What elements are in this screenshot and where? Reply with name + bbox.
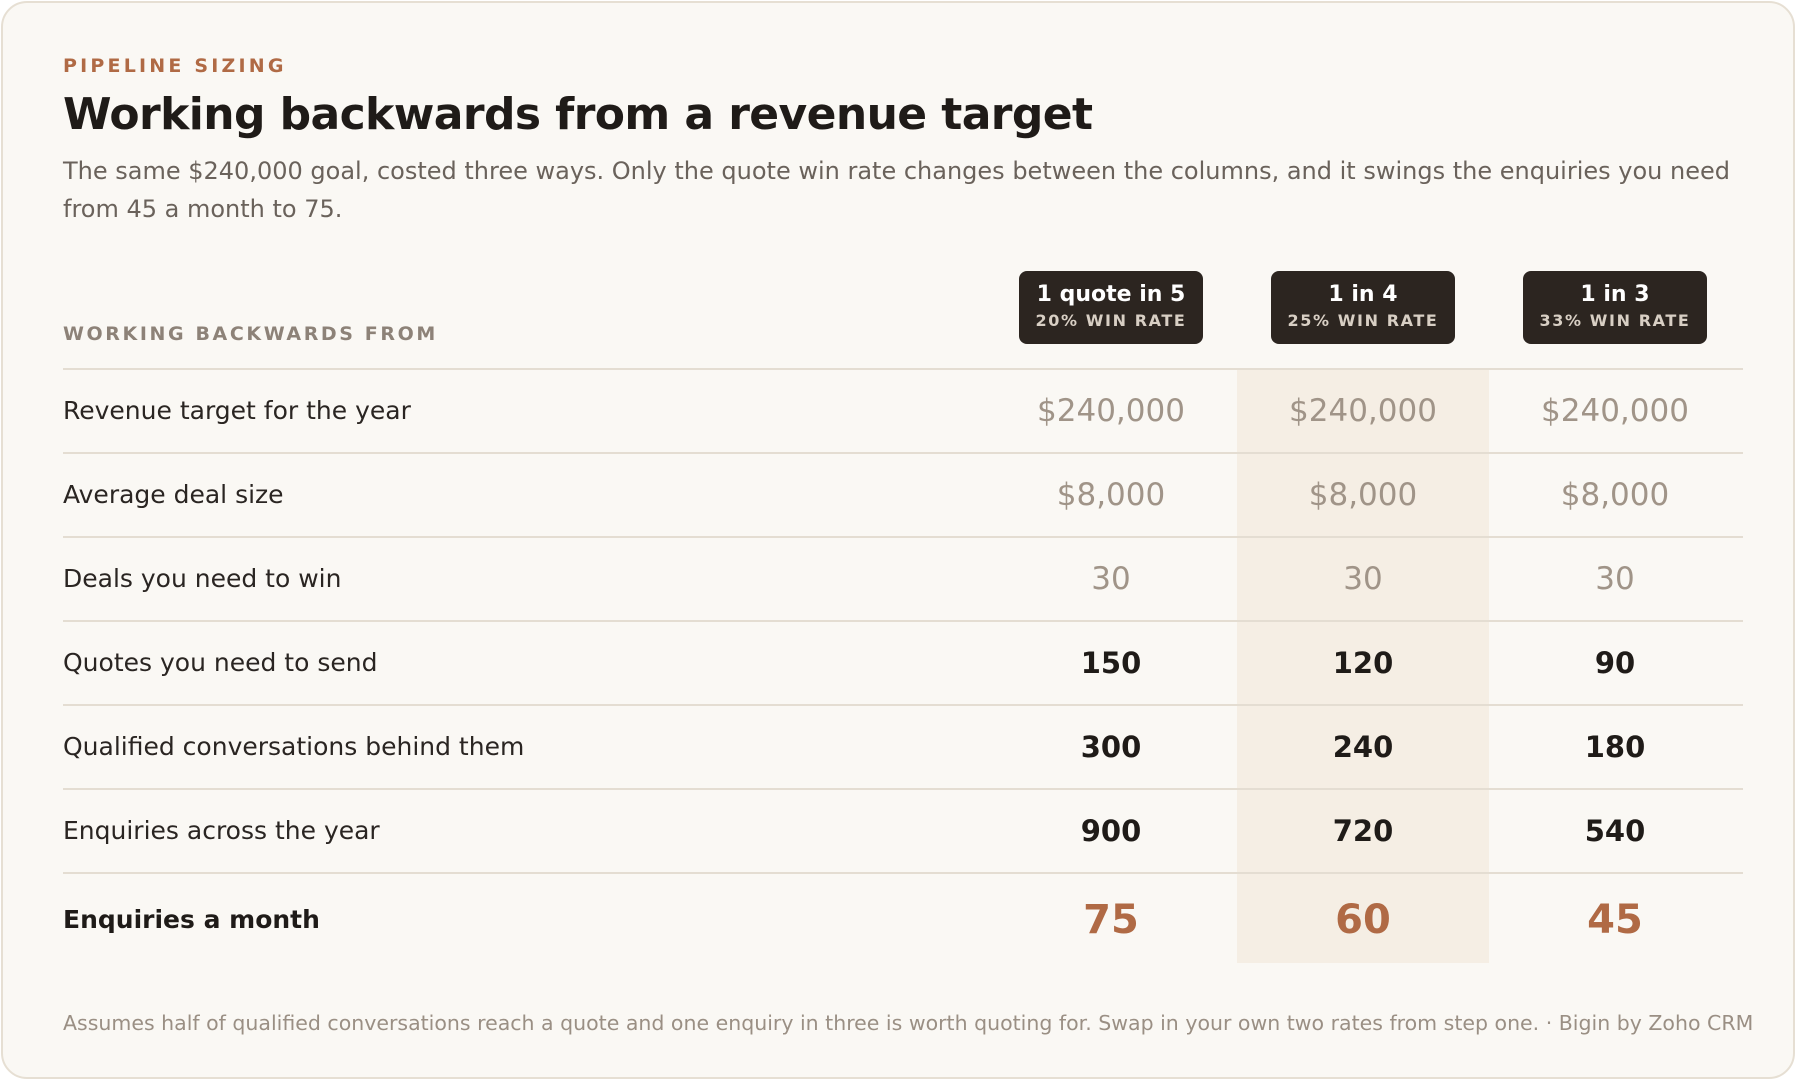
- table-cell: 150: [1080, 646, 1142, 680]
- pipeline-table: WORKING BACKWARDS FROM 1 quote in 5 20% …: [63, 271, 1743, 966]
- table-cell-result: 60: [1335, 897, 1391, 943]
- table-cell: $8,000: [1560, 477, 1670, 513]
- row-label: Qualified conversations behind them: [63, 732, 525, 761]
- table-row-deals-to-win: Deals you need to win 30 30 30: [63, 538, 1743, 622]
- table-cell: 30: [1595, 561, 1635, 597]
- table-row-revenue-target: Revenue target for the year $240,000 $24…: [63, 370, 1743, 454]
- table-cell: 30: [1343, 561, 1383, 597]
- column-header-win-rate: 20% WIN RATE: [1035, 311, 1187, 330]
- table-cell: 90: [1594, 646, 1636, 680]
- page-title: Working backwards from a revenue target: [63, 89, 1093, 140]
- row-label: Quotes you need to send: [63, 648, 378, 677]
- column-header-title: 1 in 3: [1580, 282, 1650, 307]
- table-cell-result: 45: [1587, 897, 1643, 943]
- card-header: PIPELINE SIZING Working backwards from a…: [63, 55, 1743, 228]
- page-subtitle: The same $240,000 goal, costed three way…: [63, 157, 1730, 223]
- table-cell: 900: [1080, 814, 1142, 848]
- eyebrow-label: PIPELINE SIZING: [63, 55, 287, 77]
- column-header-win-rate: 25% WIN RATE: [1287, 311, 1439, 330]
- table-cell: 300: [1080, 730, 1142, 764]
- table-cell-result: 75: [1083, 897, 1139, 943]
- table-cell: $8,000: [1308, 477, 1418, 513]
- table-cell: 30: [1091, 561, 1131, 597]
- row-header-label: WORKING BACKWARDS FROM: [63, 323, 438, 345]
- table-row-quotes-to-send: Quotes you need to send 150 120 90: [63, 622, 1743, 706]
- table-header-row: WORKING BACKWARDS FROM 1 quote in 5 20% …: [63, 271, 1743, 370]
- row-label: Enquiries a month: [63, 905, 320, 934]
- table-cell: 720: [1332, 814, 1394, 848]
- row-label: Deals you need to win: [63, 564, 342, 593]
- column-header-1-in-5: 1 quote in 5 20% WIN RATE: [1019, 271, 1203, 344]
- footnote: Assumes half of qualified conversations …: [63, 1011, 1754, 1035]
- table-cell: $240,000: [1037, 393, 1185, 429]
- table-row-qualified-conversations: Qualified conversations behind them 300 …: [63, 706, 1743, 790]
- table-cell: $8,000: [1056, 477, 1166, 513]
- column-header-win-rate: 33% WIN RATE: [1539, 311, 1691, 330]
- table-body: Revenue target for the year $240,000 $24…: [63, 370, 1743, 966]
- table-row-enquiries-year: Enquiries across the year 900 720 540: [63, 790, 1743, 874]
- table-row-enquiries-month: Enquiries a month 75 60 45: [63, 874, 1743, 966]
- row-label: Enquiries across the year: [63, 816, 380, 845]
- table-row-average-deal-size: Average deal size $8,000 $8,000 $8,000: [63, 454, 1743, 538]
- column-header-1-in-3: 1 in 3 33% WIN RATE: [1523, 271, 1707, 344]
- column-header-1-in-4: 1 in 4 25% WIN RATE: [1271, 271, 1455, 344]
- table-cell: 180: [1584, 730, 1646, 764]
- table-cell: 120: [1332, 646, 1394, 680]
- table-cell: 240: [1332, 730, 1394, 764]
- highlighted-column-background: [1237, 368, 1489, 963]
- row-label: Average deal size: [63, 480, 284, 509]
- table-cell: $240,000: [1289, 393, 1437, 429]
- row-label: Revenue target for the year: [63, 396, 411, 425]
- table-cell: 540: [1584, 814, 1646, 848]
- table-cell: $240,000: [1541, 393, 1689, 429]
- column-header-title: 1 quote in 5: [1036, 282, 1186, 307]
- column-header-title: 1 in 4: [1328, 282, 1398, 307]
